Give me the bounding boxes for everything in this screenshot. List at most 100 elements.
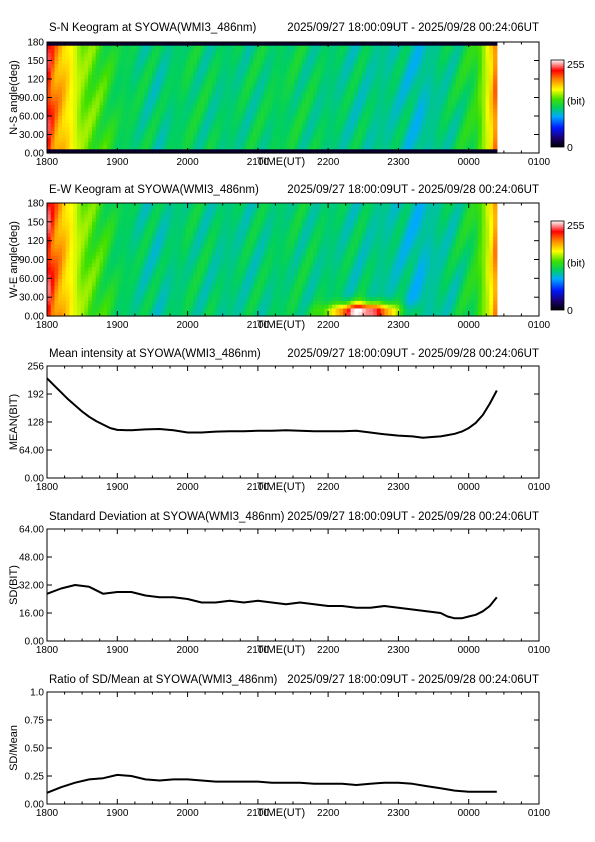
keogram-cell (181, 141, 187, 147)
keogram-cell (193, 130, 198, 136)
keogram-cell (226, 71, 232, 76)
keogram-cell (76, 240, 82, 246)
keogram-cell (99, 101, 104, 106)
keogram-cell (339, 134, 344, 139)
keogram-cell (151, 263, 157, 268)
keogram-cell (193, 210, 198, 215)
keogram-cell (470, 112, 475, 117)
keogram-cell (463, 53, 468, 58)
keogram-cell (54, 116, 59, 121)
keogram-cell (196, 119, 202, 124)
keogram-cell (103, 289, 108, 294)
keogram-cell (238, 130, 243, 136)
keogram-cell (268, 67, 273, 73)
keogram-cell (388, 112, 393, 117)
keogram-cell (485, 53, 490, 58)
keogram-cell (178, 149, 183, 154)
keogram-cell (339, 138, 344, 143)
keogram-cell (103, 93, 108, 99)
keogram-cell (425, 127, 430, 132)
keogram-cell (459, 86, 464, 91)
keogram-cell (425, 123, 430, 128)
keogram-cell (489, 64, 494, 69)
keogram-cell (391, 130, 397, 136)
keogram-cell (226, 64, 232, 69)
keogram-cell (50, 221, 56, 227)
keogram-cell (343, 116, 348, 121)
keogram-cell (178, 248, 183, 253)
keogram-cell (391, 134, 397, 139)
keogram-cell (238, 56, 243, 62)
keogram-cell (324, 145, 329, 150)
keogram-cell (84, 90, 89, 95)
keogram-cell (234, 116, 239, 121)
keogram-cell (196, 82, 202, 87)
keogram-cell (80, 130, 86, 136)
keogram-cell (91, 210, 97, 215)
keogram-cell (133, 119, 138, 124)
keogram-cell (114, 300, 119, 306)
keogram-cell (466, 101, 472, 106)
keogram-cell (155, 104, 161, 110)
keogram-cell (185, 64, 191, 69)
keogram-cell (99, 297, 104, 302)
keogram-cell (384, 123, 389, 128)
keogram-cell (485, 79, 490, 84)
keogram-cell (91, 79, 97, 84)
keogram-cell (174, 229, 179, 234)
keogram-cell (493, 49, 498, 54)
keogram-cell (170, 263, 176, 268)
keogram-cell (47, 101, 52, 106)
keogram-cell (148, 90, 153, 95)
keogram-cell (159, 312, 164, 317)
keogram-cell (50, 297, 56, 302)
keogram-cell (425, 64, 430, 69)
keogram-cell (193, 225, 198, 230)
keogram-cell (144, 42, 149, 47)
keogram-cell (339, 104, 344, 110)
keogram-cell (163, 116, 168, 121)
keogram-cell (369, 97, 374, 102)
keogram-cell (69, 274, 74, 279)
keogram-cell (185, 49, 191, 54)
keogram-cell (245, 82, 251, 87)
keogram-cell (196, 138, 202, 143)
keogram-cell (223, 53, 228, 58)
keogram-cell (65, 45, 71, 50)
keogram-cell (69, 134, 74, 139)
keogram-cell (178, 278, 183, 283)
keogram-cell (125, 267, 131, 272)
keogram-cell (380, 64, 385, 69)
keogram-cell (410, 104, 415, 110)
keogram-cell (436, 127, 442, 132)
keogram-cell (80, 293, 86, 298)
keogram-cell (294, 97, 299, 102)
keogram-cell (58, 297, 63, 302)
keogram-cell (200, 221, 206, 227)
keogram-cell (181, 90, 187, 95)
keogram-cell (388, 71, 393, 76)
keogram-cell (118, 123, 123, 128)
keogram-cell (436, 97, 442, 102)
keogram-cell (474, 141, 479, 147)
keogram-cell (151, 282, 157, 287)
keogram-cell (324, 90, 329, 95)
keogram-cell (211, 60, 217, 65)
keogram-cell (140, 255, 146, 261)
keogram-cell (380, 93, 385, 99)
keogram-cell (481, 101, 487, 106)
keogram-cell (170, 134, 176, 139)
keogram-cell (339, 149, 344, 154)
keogram-cell (373, 75, 378, 80)
keogram-cell (181, 97, 187, 102)
keogram-cell (328, 141, 333, 147)
keogram-cell (151, 270, 157, 276)
keogram-cell (373, 145, 378, 150)
keogram-cell (95, 145, 101, 150)
keogram-cell (129, 149, 134, 154)
keogram-cell (223, 141, 228, 147)
keogram-cell (316, 82, 322, 87)
keogram-cell (189, 75, 194, 80)
keogram-cell (414, 130, 419, 136)
keogram-cell (290, 108, 296, 113)
